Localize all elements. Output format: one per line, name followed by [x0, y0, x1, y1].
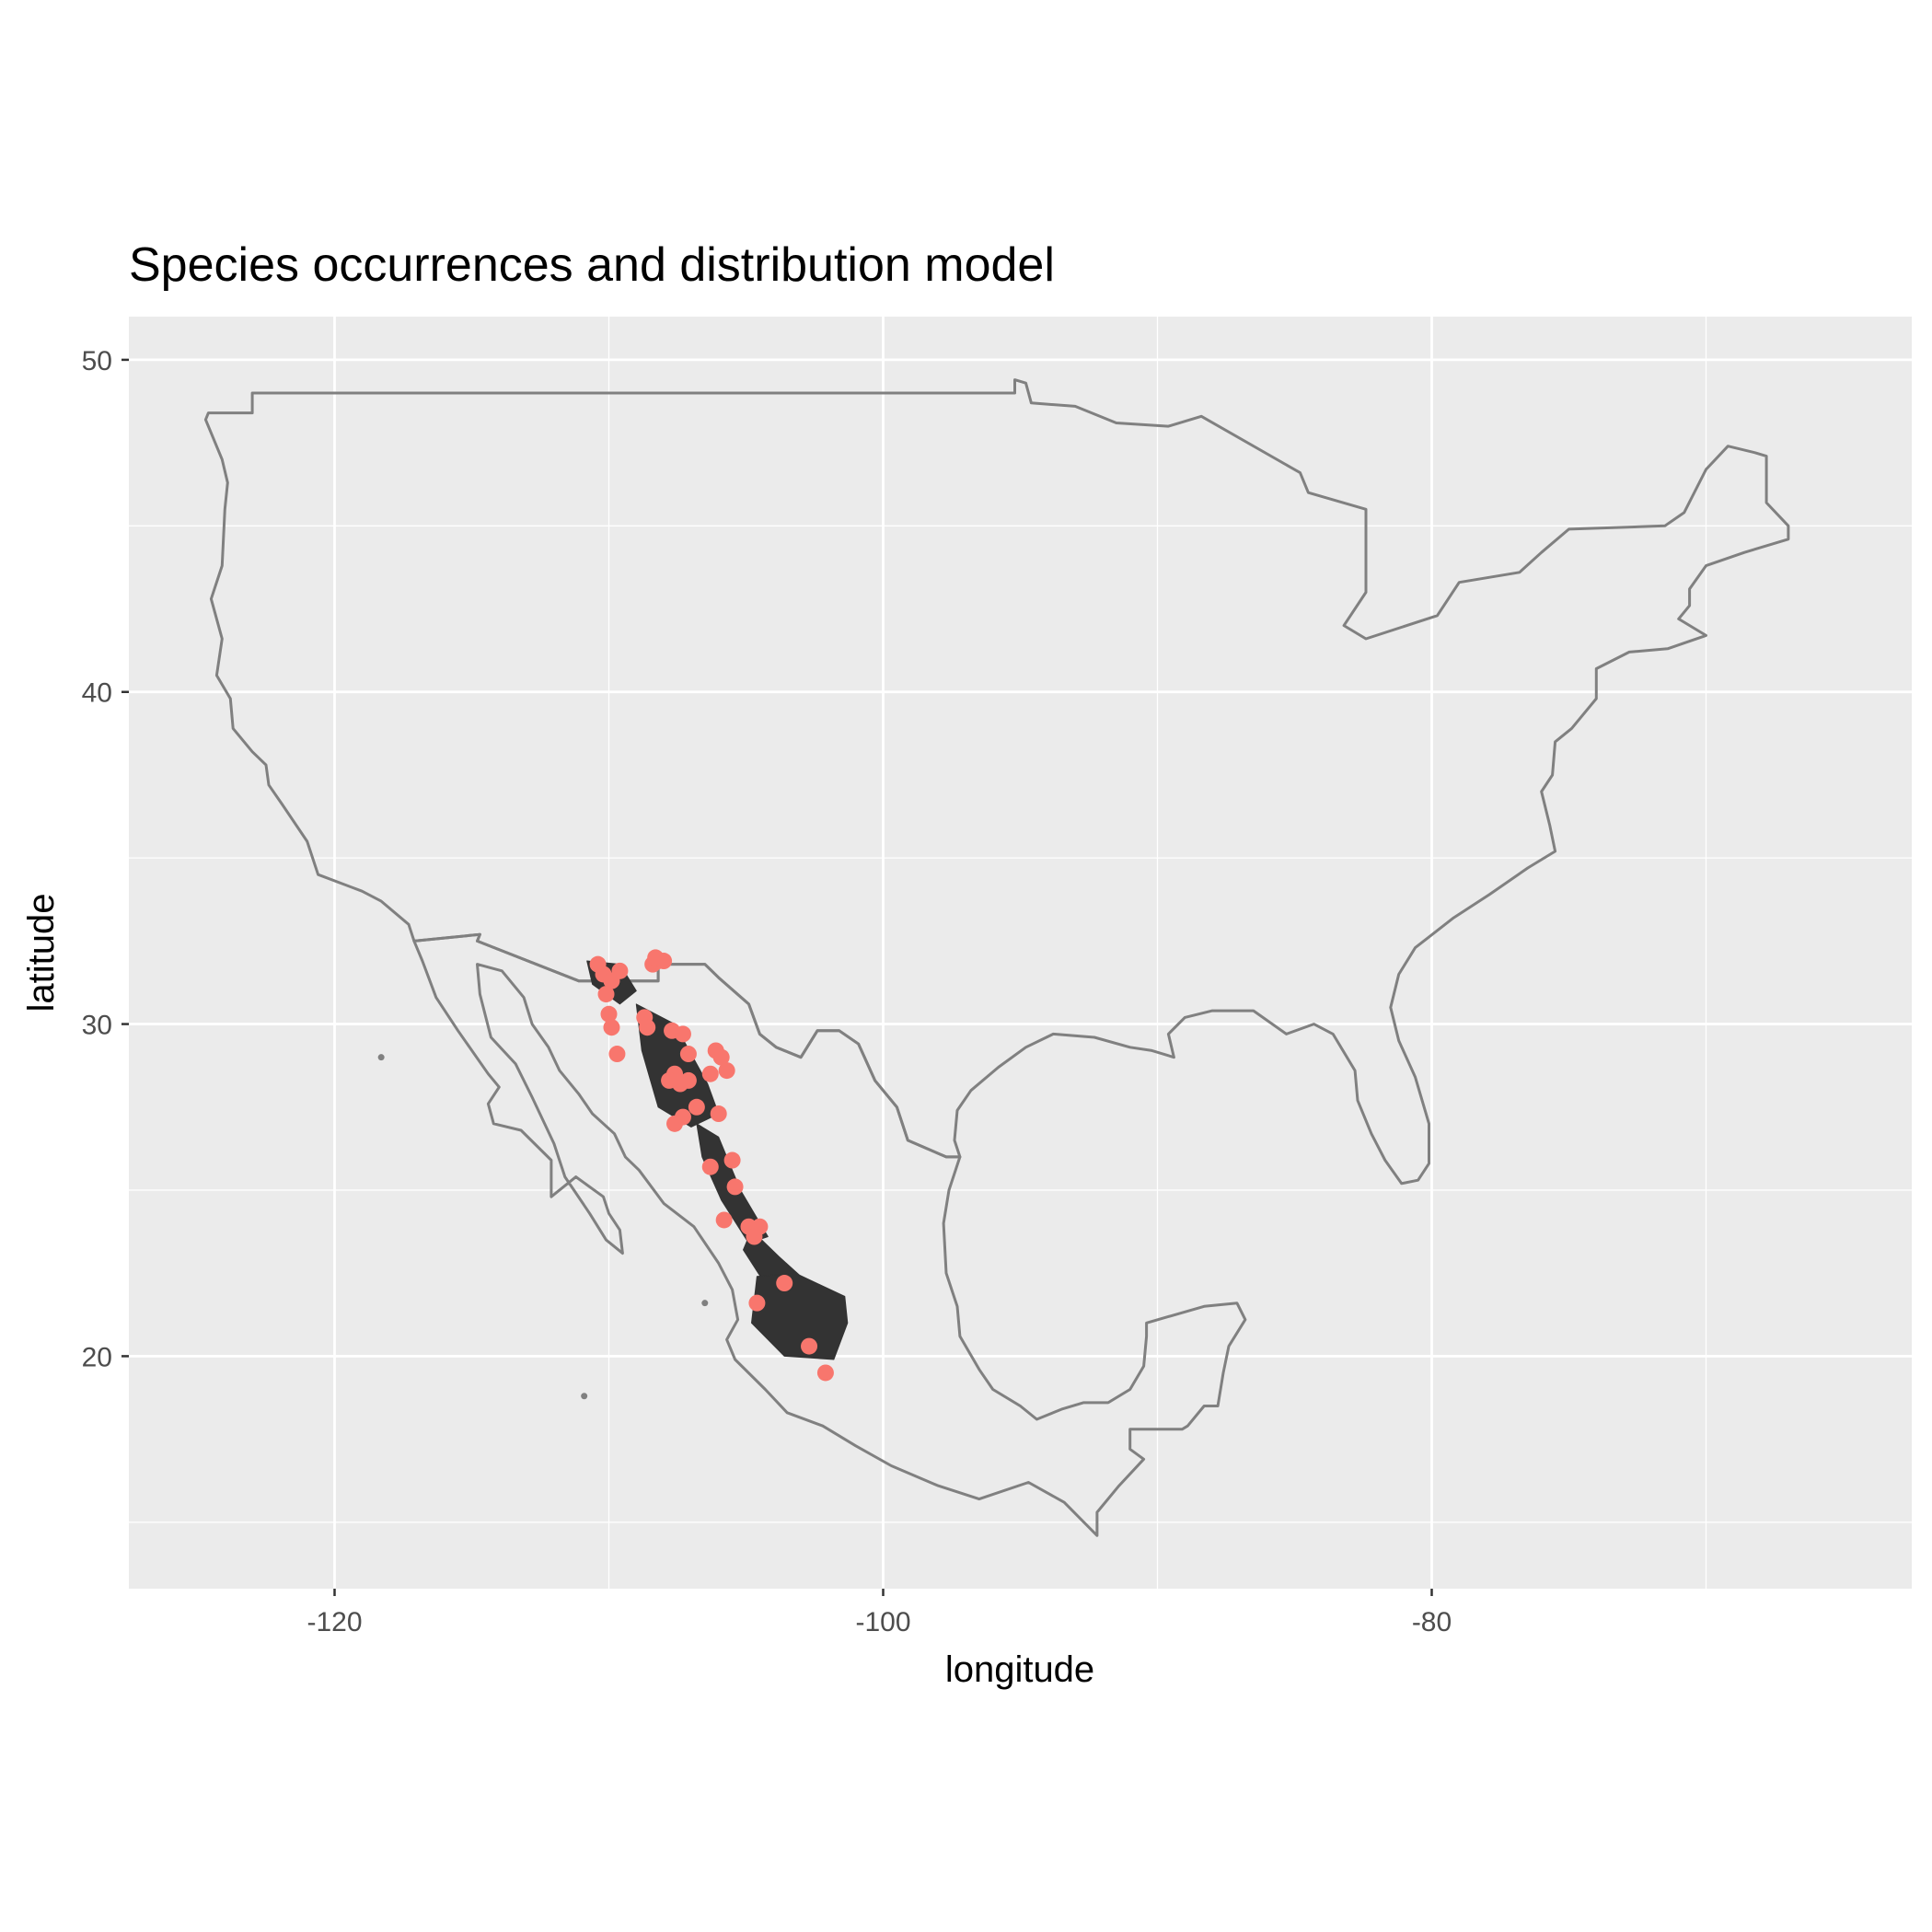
- y-tick-label: 40: [82, 678, 112, 709]
- occurrence-point: [715, 1211, 733, 1229]
- occurrence-point: [748, 1294, 766, 1312]
- x-tick-label: -80: [1412, 1607, 1452, 1637]
- minor-gridlines: [129, 317, 1912, 1589]
- occurrence-point: [674, 1025, 691, 1043]
- occurrence-point: [679, 1071, 697, 1089]
- occurrence-point: [710, 1105, 727, 1123]
- occurrence-point: [712, 1048, 730, 1066]
- occurrence-point: [600, 1005, 618, 1023]
- occurrence-point: [776, 1275, 793, 1292]
- occurrence-point: [723, 1151, 741, 1169]
- occurrence-point: [603, 1019, 620, 1036]
- x-axis: -120 -100 -80: [307, 1589, 1452, 1637]
- y-tick-label: 20: [82, 1342, 112, 1372]
- country-boundaries: [203, 378, 1790, 1537]
- occurrence-point: [701, 1065, 719, 1082]
- island-tres-marias-islands: [701, 1300, 709, 1307]
- x-axis-title: longitude: [945, 1649, 1094, 1690]
- island-guadalupe-island: [377, 1054, 385, 1061]
- occurrence-point: [608, 1046, 626, 1063]
- occurrence-point: [718, 1062, 735, 1080]
- occurrence-point: [801, 1337, 818, 1355]
- occurrence-point: [701, 1158, 719, 1175]
- y-tick-label: 50: [82, 346, 112, 376]
- occurrence-point: [726, 1178, 744, 1196]
- boundary-mexico-mainland: [412, 932, 1247, 1537]
- island-socorro-island: [581, 1393, 588, 1400]
- occurrence-point: [688, 1098, 705, 1116]
- occurrence-point: [751, 1218, 769, 1235]
- y-axis-title: latitude: [21, 894, 62, 1012]
- y-axis: 20 30 40 50: [82, 346, 129, 1372]
- model-region-jalisco-michoacan: [751, 1272, 849, 1360]
- x-tick-label: -100: [855, 1607, 910, 1637]
- plot-panel: [129, 317, 1912, 1589]
- occurrence-point: [639, 1019, 656, 1036]
- major-gridlines: [129, 317, 1912, 1589]
- chart-title: Species occurrences and distribution mod…: [129, 238, 1055, 292]
- occurrence-point: [647, 949, 665, 966]
- boundary-usa-mainland: [203, 378, 1790, 1186]
- occurrence-points-layer: [589, 949, 834, 1382]
- occurrence-point: [597, 986, 615, 1003]
- occurrence-point: [611, 962, 629, 979]
- occurrence-point: [666, 1115, 684, 1132]
- x-tick-label: -120: [307, 1607, 362, 1637]
- occurrence-point: [679, 1046, 697, 1063]
- occurrence-point: [816, 1364, 834, 1382]
- y-tick-label: 30: [82, 1011, 112, 1041]
